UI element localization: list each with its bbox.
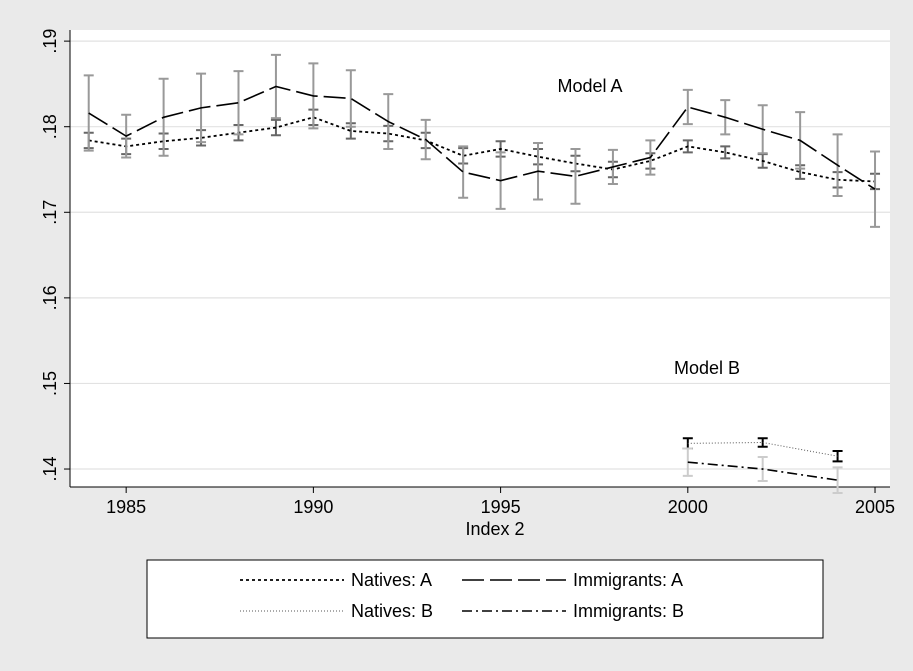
- x-axis-label: Index 2: [465, 519, 524, 539]
- y-tick-label: .19: [40, 29, 60, 54]
- plot-area: [70, 30, 890, 487]
- x-tick-label: 2005: [855, 497, 895, 517]
- error-bar: [720, 145, 731, 160]
- error-bar: [870, 150, 881, 228]
- series-line: [88, 85, 876, 190]
- x-tick-label: 1985: [106, 497, 146, 517]
- error-bar: [233, 70, 244, 136]
- y-tick-label: .16: [40, 285, 60, 310]
- y-tick-label: .15: [40, 371, 60, 396]
- legend-label: Immigrants: B: [573, 601, 684, 621]
- error-bar: [458, 145, 469, 199]
- legend-box: [146, 559, 824, 639]
- error-bar: [682, 88, 693, 126]
- y-tick-label: .17: [40, 200, 60, 225]
- series-line: [88, 116, 876, 183]
- legend-label: Immigrants: A: [573, 570, 683, 590]
- error-bar: [757, 437, 768, 448]
- error-bar: [570, 147, 581, 205]
- error-bar: [832, 466, 843, 494]
- y-tick-label: .18: [40, 114, 60, 139]
- legend-label: Natives: B: [351, 601, 433, 621]
- error-bar: [682, 447, 693, 477]
- error-bar: [832, 450, 843, 463]
- x-tick-label: 2000: [668, 497, 708, 517]
- y-tick-label: .14: [40, 457, 60, 482]
- x-tick-label: 1995: [481, 497, 521, 517]
- error-bar: [345, 69, 356, 128]
- annotation: Model B: [674, 358, 740, 378]
- series-line: [687, 441, 838, 457]
- series-line: [687, 461, 838, 481]
- legend-label: Natives: A: [351, 570, 432, 590]
- x-tick-label: 1990: [293, 497, 333, 517]
- annotation: Model A: [557, 76, 622, 96]
